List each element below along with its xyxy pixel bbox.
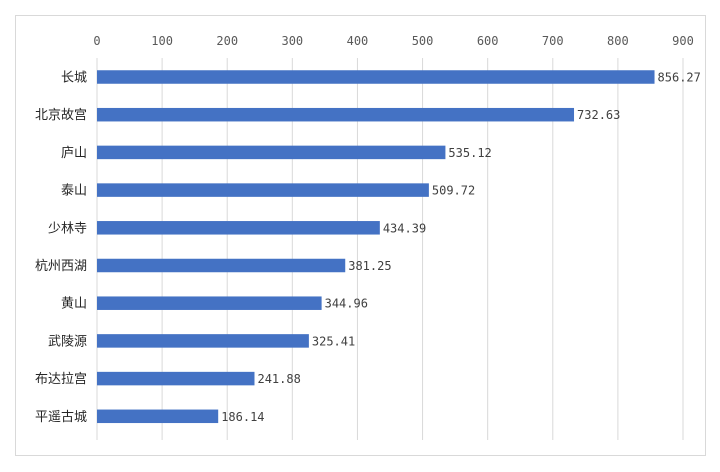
x-tick-label: 900 <box>672 34 694 48</box>
category-label: 布达拉宫 <box>35 372 87 387</box>
bar <box>97 221 380 235</box>
data-label: 186.14 <box>221 410 264 424</box>
x-tick-label: 300 <box>281 34 303 48</box>
category-label: 庐山 <box>61 146 87 161</box>
x-axis-ticks: 0 100 200 300 400 500 600 700 800 900 <box>93 34 693 48</box>
bar <box>97 70 655 84</box>
data-label: 535.12 <box>448 146 491 160</box>
bar <box>97 145 446 160</box>
category-label: 长城 <box>61 71 87 86</box>
x-tick-label: 200 <box>216 34 238 48</box>
data-labels: 856.27 732.63 535.12 509.72 434.39 381.25 344.… <box>221 71 701 424</box>
bars <box>97 70 655 424</box>
bar <box>97 371 255 386</box>
bar <box>97 334 309 348</box>
category-label: 北京故宫 <box>35 108 87 123</box>
bar <box>97 409 219 424</box>
category-label: 泰山 <box>61 184 87 199</box>
data-label: 325.41 <box>312 334 355 348</box>
category-label: 少林寺 <box>48 221 87 236</box>
data-label: 434.39 <box>383 221 426 235</box>
bar <box>97 258 346 273</box>
x-tick-label: 700 <box>542 34 564 48</box>
category-label: 黄山 <box>61 297 87 312</box>
x-tick-label: 0 <box>93 34 100 48</box>
data-label: 381.25 <box>348 259 391 273</box>
category-label: 杭州西湖 <box>35 259 87 274</box>
data-label: 344.96 <box>325 297 368 311</box>
data-label: 241.88 <box>257 372 300 386</box>
data-label: 509.72 <box>432 184 475 198</box>
x-tick-label: 400 <box>347 34 369 48</box>
x-tick-label: 800 <box>607 34 629 48</box>
category-label: 平遥古城 <box>35 410 87 425</box>
data-label: 732.63 <box>577 108 620 122</box>
data-label: 856.27 <box>658 71 701 85</box>
x-tick-label: 600 <box>477 34 499 48</box>
bar <box>97 107 575 122</box>
bar <box>97 183 429 197</box>
category-label: 武陵源 <box>48 334 87 349</box>
bar <box>97 296 322 310</box>
x-tick-label: 500 <box>412 34 434 48</box>
x-tick-label: 100 <box>151 34 173 48</box>
